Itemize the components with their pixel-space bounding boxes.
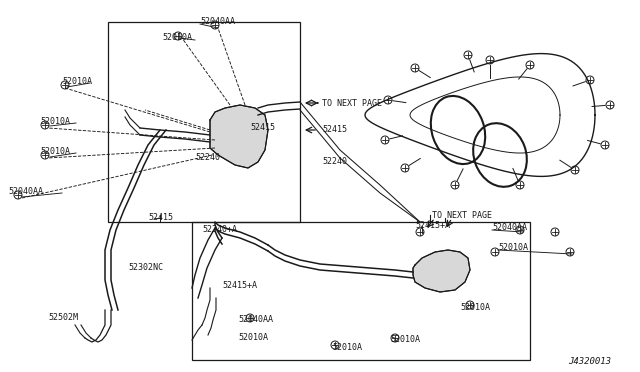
Text: 52010A: 52010A — [162, 33, 192, 42]
Text: 52302NC: 52302NC — [128, 263, 163, 273]
Text: 52415+A: 52415+A — [222, 280, 257, 289]
Text: 52040AA: 52040AA — [492, 224, 527, 232]
Text: 52010A: 52010A — [62, 77, 92, 87]
Text: 52040AA: 52040AA — [238, 315, 273, 324]
Text: 52415: 52415 — [148, 214, 173, 222]
Text: 52040AA: 52040AA — [200, 17, 235, 26]
Text: 52010A: 52010A — [40, 148, 70, 157]
Text: 52040AA: 52040AA — [8, 187, 43, 196]
Text: 52010A: 52010A — [332, 343, 362, 353]
Text: 52415: 52415 — [250, 124, 275, 132]
Text: 52415: 52415 — [322, 125, 347, 135]
Text: J4320013: J4320013 — [568, 357, 611, 366]
Text: TO NEXT PAGE: TO NEXT PAGE — [322, 99, 382, 108]
Text: 52502M: 52502M — [48, 314, 78, 323]
Text: 52010A: 52010A — [390, 336, 420, 344]
Text: 52240+A: 52240+A — [202, 225, 237, 234]
Text: 52010A: 52010A — [40, 118, 70, 126]
Bar — [192, 222, 530, 360]
Polygon shape — [210, 105, 268, 168]
Bar — [108, 22, 300, 222]
Text: 52010A: 52010A — [460, 304, 490, 312]
Text: 52010A: 52010A — [238, 334, 268, 343]
Text: 52240: 52240 — [195, 154, 220, 163]
Text: TO NEXT PAGE: TO NEXT PAGE — [432, 211, 492, 219]
Text: 52010A: 52010A — [498, 244, 528, 253]
Text: 52240: 52240 — [322, 157, 347, 167]
Polygon shape — [413, 250, 470, 292]
Text: 52415+A: 52415+A — [415, 221, 450, 230]
